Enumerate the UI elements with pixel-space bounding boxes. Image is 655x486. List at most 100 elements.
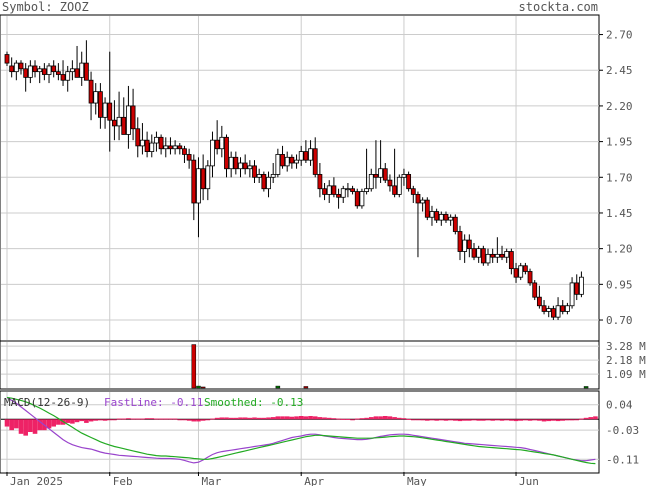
candle-body (354, 191, 360, 207)
macd-tick-label: 0.04 (606, 399, 633, 412)
macd-histogram-bar (294, 416, 299, 420)
candle-body (317, 174, 323, 190)
candle-body (219, 136, 225, 150)
macd-histogram-bar (495, 419, 500, 421)
macd-histogram-bar (467, 419, 472, 421)
date-tick-label: Mar (201, 475, 221, 486)
candle-body (233, 156, 239, 170)
candle-body (569, 282, 575, 307)
macd-histogram-bar (256, 417, 262, 420)
macd-histogram-bar (326, 417, 332, 420)
macd-histogram-bar (154, 418, 159, 420)
macd-histogram-bar (261, 417, 267, 420)
macd-histogram-bar (112, 419, 117, 421)
macd-histogram-bar (14, 419, 19, 429)
macd-histogram-bar (289, 416, 295, 420)
candle-body (345, 188, 351, 191)
macd-histogram-bar (406, 418, 411, 420)
macd-histogram-bar (135, 418, 141, 420)
candle-body (350, 188, 355, 192)
macd-histogram-bar (191, 419, 197, 422)
candle-body (252, 165, 257, 178)
macd-histogram-bar (429, 419, 435, 421)
macd-histogram-bar (163, 418, 169, 420)
candle-body (186, 154, 192, 161)
macd-histogram-bar (471, 419, 477, 421)
candle-body (116, 116, 122, 127)
macd-histogram-bar (168, 418, 173, 420)
volume-bar (275, 385, 281, 389)
macd-histogram-bar (130, 418, 136, 420)
candle-body (4, 54, 10, 64)
macd-histogram-bar (439, 419, 444, 421)
candle-body (163, 145, 169, 150)
candle-body (200, 168, 206, 190)
macd-legend-smoothed: Smoothed: -0.13 (204, 396, 303, 409)
candle-body (373, 174, 379, 178)
symbol-label: Symbol: ZOOZ (2, 0, 89, 14)
macd-histogram-bar (102, 419, 108, 421)
candle-body (541, 305, 547, 312)
macd-histogram-bar (490, 419, 495, 421)
macd-histogram-bar (373, 416, 379, 420)
candle-body (396, 176, 402, 195)
candle-body (224, 136, 229, 170)
macd-histogram-bar (70, 419, 75, 424)
volume-bar (303, 386, 309, 389)
candle-body (74, 68, 80, 78)
price-tick-label: 2.70 (606, 29, 633, 42)
macd-histogram-bar (149, 418, 155, 420)
macd-histogram-bar (481, 419, 486, 421)
candle-body (298, 151, 304, 161)
macd-histogram-bar (555, 419, 561, 422)
macd-histogram-bar (551, 419, 556, 421)
macd-histogram-bar (214, 417, 220, 420)
macd-histogram-bar (51, 419, 56, 427)
candle-body (466, 239, 472, 250)
macd-legend-fastline: FastLine: -0.11 (104, 396, 203, 409)
macd-histogram-bar (284, 416, 290, 420)
candle-body (140, 139, 145, 147)
macd-histogram-bar (396, 417, 402, 420)
macd-histogram-bar (415, 419, 421, 421)
volume-bar (191, 344, 197, 389)
candle-body (51, 65, 57, 73)
macd-histogram-bar (121, 418, 127, 420)
macd-histogram-bar (200, 419, 206, 421)
macd-histogram-bar (354, 418, 360, 420)
macd-histogram-bar (98, 419, 103, 421)
candle-body (294, 159, 299, 164)
candle-body (27, 65, 33, 78)
price-tick-label: 2.20 (606, 100, 633, 113)
macd-histogram-bar (74, 419, 80, 423)
macd-histogram-bar (79, 419, 85, 422)
volume-bar (583, 386, 589, 389)
candle-body (308, 148, 313, 161)
candle-body (46, 65, 52, 75)
candle-body (536, 296, 542, 307)
macd-histogram-bar (177, 419, 183, 421)
candle-body (336, 194, 341, 198)
macd-histogram-bar (18, 419, 24, 434)
macd-histogram-bar (65, 419, 71, 423)
macd-histogram-bar (574, 419, 580, 421)
candle-body (13, 62, 19, 73)
candle-body (527, 271, 533, 284)
macd-histogram-bar (523, 419, 528, 421)
candle-body (126, 105, 131, 135)
candle-body (434, 211, 440, 221)
macd-histogram-bar (233, 417, 239, 420)
macd-axis: 0.04 -0.03 -0.11 (606, 399, 639, 467)
candle-body (210, 139, 215, 167)
candle-body (378, 168, 384, 178)
macd-histogram-bar (56, 419, 61, 425)
date-tick-label: Jun (519, 475, 539, 486)
candle-body (93, 91, 99, 104)
macd-histogram-bar (107, 419, 113, 421)
candle-body (228, 156, 234, 170)
price-tick-label: 1.45 (606, 207, 633, 220)
candle-body (518, 265, 524, 278)
macd-histogram-bar (275, 416, 281, 420)
price-panel-frame (0, 14, 600, 342)
